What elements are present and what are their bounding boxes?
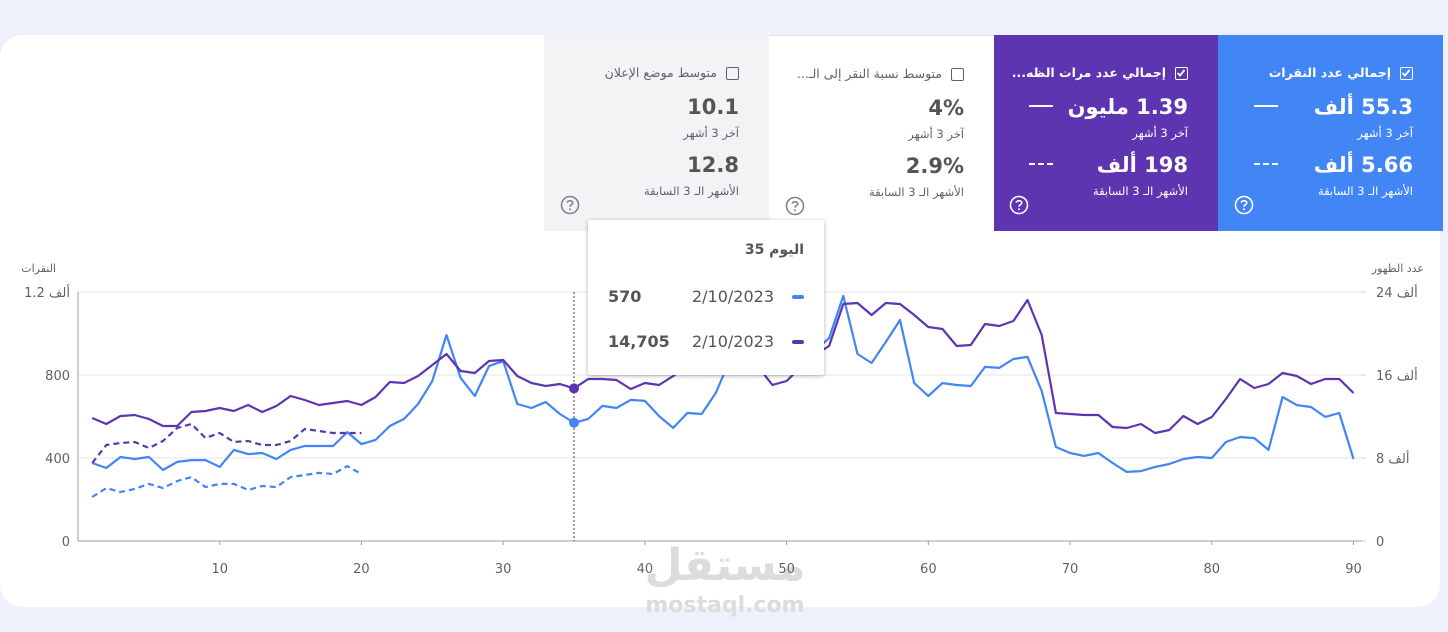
help-glyph <box>1009 195 1029 215</box>
current-label: آخر 3 أشهر <box>1357 126 1413 140</box>
previous-line-key <box>1254 163 1278 165</box>
y-tick-label: 400 <box>45 452 70 467</box>
checkbox[interactable] <box>951 68 964 81</box>
hover-point <box>569 417 580 428</box>
x-tick-label: 20 <box>353 562 370 577</box>
y2-tick-label: 16 ألف <box>1376 367 1418 384</box>
tooltip: اليوم 35 2/10/2023 570 2/10/2023 14,705 <box>588 220 824 375</box>
help-glyph <box>785 196 805 216</box>
x-tick-label: 70 <box>1062 562 1079 577</box>
series-line <box>91 294 1355 473</box>
card-title: متوسط موضع الإعلان <box>604 65 717 80</box>
x-tick-label: 50 <box>778 562 795 577</box>
help-icon[interactable] <box>1009 195 1029 219</box>
metric-card[interactable]: متوسط موضع الإعلان 10.1 آخر 3 أشهر 12.8 الأش… <box>544 35 769 231</box>
x-tick-label: 90 <box>1345 562 1362 577</box>
x-tick-label: 30 <box>495 562 512 577</box>
metric-card[interactable]: إجمالي عدد مرات الظه... 1.39 مليون آخر 3 أ… <box>993 35 1218 231</box>
watermark-site: mostaql.com <box>645 593 804 618</box>
x-tick-label: 40 <box>637 562 654 577</box>
series-line <box>91 422 362 464</box>
tooltip-value: 570 <box>608 287 642 306</box>
current-label: آخر 3 أشهر <box>908 127 964 141</box>
previous-label: الأشهر الـ 3 السابقة <box>1092 184 1188 198</box>
tooltip-row: 2/10/2023 570 <box>608 287 804 307</box>
y2-tick-label: 0 <box>1376 535 1384 550</box>
current-value: 4% <box>928 96 964 120</box>
previous-label: الأشهر الـ 3 السابقة <box>643 184 739 198</box>
current-label: آخر 3 أشهر <box>683 126 739 140</box>
tooltip-value: 14,705 <box>608 332 670 351</box>
checkbox-checked[interactable] <box>1400 67 1413 80</box>
previous-value: 12.8 <box>687 153 739 177</box>
y-tick-label: 1.2 ألف <box>24 284 70 301</box>
check-mark <box>1401 69 1411 77</box>
tooltip-date: 2/10/2023 <box>691 287 774 306</box>
current-value: 55.3 ألف <box>1313 95 1413 119</box>
hover-point <box>569 383 580 394</box>
current-value: 1.39 مليون <box>1067 95 1188 119</box>
checkbox[interactable] <box>726 67 739 80</box>
y-tick-label: 800 <box>45 369 70 384</box>
y-axis-title: النقرات <box>21 262 56 275</box>
y2-tick-label: 24 ألف <box>1376 284 1418 301</box>
tooltip-date: 2/10/2023 <box>691 332 774 351</box>
series-line <box>91 465 362 498</box>
help-icon[interactable] <box>560 195 580 219</box>
x-tick-label: 60 <box>920 562 937 577</box>
help-glyph <box>1234 195 1254 215</box>
help-glyph <box>560 195 580 215</box>
current-line-key <box>1254 105 1278 107</box>
previous-label: الأشهر الـ 3 السابقة <box>868 185 964 199</box>
previous-label: الأشهر الـ 3 السابقة <box>1317 184 1413 198</box>
y2-axis-title: عدد الظهور <box>1371 262 1424 275</box>
x-tick-label: 10 <box>211 562 228 577</box>
current-label: آخر 3 أشهر <box>1132 126 1188 140</box>
tooltip-swatch <box>792 295 804 299</box>
previous-line-key <box>1029 163 1053 165</box>
y2-tick-label: 8 ألف <box>1376 450 1409 467</box>
tooltip-title: اليوم 35 <box>744 242 804 258</box>
previous-value: 2.9% <box>905 154 964 178</box>
card-title: إجمالي عدد مرات الظه... <box>1011 65 1166 80</box>
help-icon[interactable] <box>785 196 805 220</box>
card-title: إجمالي عدد النقرات <box>1268 65 1391 80</box>
tooltip-row: 2/10/2023 14,705 <box>608 332 804 352</box>
x-tick-label: 80 <box>1204 562 1221 577</box>
check-mark <box>1176 69 1186 77</box>
help-icon[interactable] <box>1234 195 1254 219</box>
checkbox-checked[interactable] <box>1175 67 1188 80</box>
current-line-key <box>1029 105 1053 107</box>
metric-card[interactable]: متوسط نسبة النقر إلى الـ... 4% آخر 3 أشهر 2… <box>769 35 994 231</box>
previous-value: 5.66 ألف <box>1313 153 1413 177</box>
tooltip-swatch <box>792 340 804 344</box>
y-tick-label: 0 <box>62 535 70 550</box>
current-value: 10.1 <box>687 95 739 119</box>
metric-card[interactable]: إجمالي عدد النقرات 55.3 ألف آخر 3 أشهر 5.66… <box>1218 35 1443 231</box>
previous-value: 198 ألف <box>1096 153 1188 177</box>
card-title: متوسط نسبة النقر إلى الـ... <box>796 66 942 81</box>
watermark-logo: مستقل <box>645 540 806 591</box>
